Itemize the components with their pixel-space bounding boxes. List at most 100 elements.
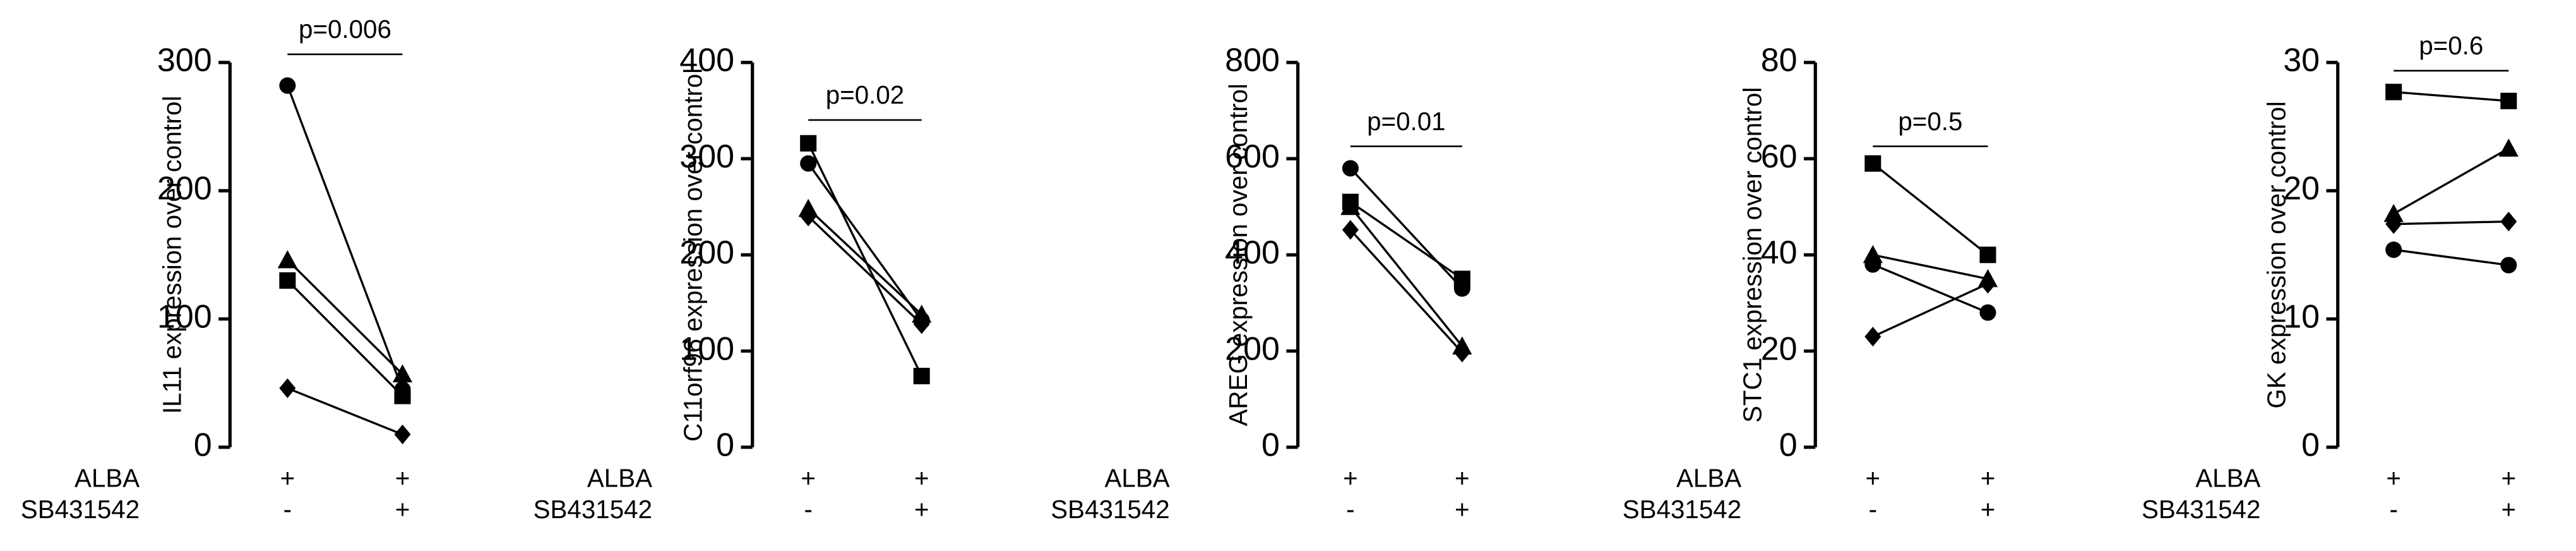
condition-sign: + (280, 463, 295, 492)
marker-triangle (1340, 197, 1361, 215)
marker-square (1864, 155, 1881, 172)
condition-sign: + (1343, 463, 1358, 492)
condition-sign: - (1869, 495, 1877, 524)
y-tick-label: 400 (1225, 234, 1280, 271)
marker-circle (2500, 257, 2517, 274)
annotation: p=0.006 (299, 15, 391, 44)
marker-circle (279, 77, 296, 94)
y-axis-label: STC1 expression over control (1738, 87, 1767, 423)
y-axis-label: C11orf96 expression over control (678, 68, 707, 442)
condition-name: SB431542 (1051, 495, 1169, 524)
paired-line (1349, 229, 1464, 353)
marker-diamond (1864, 327, 1881, 347)
paired-line (807, 143, 923, 377)
condition-sign: + (1455, 495, 1470, 524)
paired-line (1872, 162, 1989, 256)
marker-square (2500, 92, 2517, 109)
paired-line (1349, 167, 1464, 289)
condition-sign: - (2389, 495, 2397, 524)
y-tick-label: 10 (2283, 299, 2320, 336)
condition-name: SB431542 (21, 495, 140, 524)
marker-circle (2385, 241, 2402, 258)
condition-name: ALBA (1676, 463, 1741, 492)
y-tick-label: 100 (679, 330, 734, 367)
y-tick-label: 200 (679, 234, 734, 271)
condition-name: ALBA (1105, 463, 1170, 492)
y-tick-label: 60 (1761, 138, 1798, 175)
condition-sign: + (1866, 463, 1881, 492)
marker-diamond (2385, 214, 2402, 234)
paired-line (1872, 282, 1989, 338)
marker-triangle (2498, 138, 2519, 157)
y-axis-label: IL11 expression over control (157, 96, 186, 415)
condition-name: ALBA (75, 463, 140, 492)
y-tick-label: 300 (679, 138, 734, 175)
annotation: p=0.02 (826, 80, 904, 109)
paired-line (1872, 263, 1989, 314)
marker-circle (1979, 304, 1996, 321)
marker-square (1979, 246, 1996, 263)
annotation: p=0.6 (2419, 31, 2483, 60)
y-axis-label: AREG expression over control (1224, 83, 1253, 426)
paired-line (287, 387, 403, 436)
paired-line (1349, 206, 1464, 348)
paired-line (1872, 253, 1988, 281)
marker-square (394, 387, 411, 404)
paired-line (807, 162, 923, 321)
marker-diamond (1979, 274, 1996, 294)
paired-line (2393, 248, 2509, 267)
marker-circle (1864, 256, 1881, 273)
paired-line (808, 208, 922, 315)
annotation: p=0.5 (1898, 107, 1962, 136)
y-tick-label: 800 (1225, 42, 1280, 79)
condition-sign: + (1981, 463, 1996, 492)
paired-line (287, 259, 403, 375)
marker-square (2385, 83, 2402, 100)
paired-line (287, 279, 403, 397)
condition-name: SB431542 (534, 495, 652, 524)
y-tick-label: 300 (157, 42, 212, 79)
condition-name: SB431542 (2142, 495, 2260, 524)
marker-triangle (277, 250, 297, 269)
marker-diamond (800, 206, 817, 227)
y-tick-label: 200 (157, 171, 212, 207)
paired-line (808, 215, 922, 325)
marker-diamond (1342, 220, 1359, 240)
marker-diamond (394, 424, 411, 445)
condition-sign: + (1455, 463, 1470, 492)
y-tick-label: 20 (2283, 171, 2320, 207)
annotation: p=0.01 (1367, 107, 1445, 136)
marker-diamond (2500, 211, 2517, 232)
y-tick-label: 200 (1225, 330, 1280, 367)
condition-name: ALBA (587, 463, 652, 492)
y-tick-label: 0 (194, 427, 212, 464)
condition-sign: + (914, 495, 929, 524)
marker-circle (800, 155, 817, 172)
condition-sign: + (801, 463, 816, 492)
y-tick-label: 0 (1261, 427, 1280, 464)
condition-sign: + (1981, 495, 1996, 524)
marker-circle (1342, 160, 1359, 177)
paired-line (286, 85, 404, 391)
condition-sign: + (2501, 463, 2517, 492)
condition-sign: + (395, 495, 410, 524)
paired-line (1349, 201, 1463, 280)
condition-name: SB431542 (1623, 495, 1741, 524)
condition-sign: - (804, 495, 812, 524)
y-tick-label: 0 (2301, 427, 2320, 464)
y-tick-label: 40 (1761, 234, 1798, 271)
marker-square (913, 368, 930, 385)
condition-name: ALBA (2195, 463, 2260, 492)
condition-sign: - (283, 495, 292, 524)
marker-square (1453, 270, 1470, 288)
paired-line (2393, 147, 2510, 215)
paired-line (2394, 90, 2509, 102)
marker-triangle (2383, 203, 2404, 222)
y-axis-label: GK expression over control (2262, 101, 2291, 408)
y-tick-label: 600 (1225, 138, 1280, 175)
y-tick-label: 30 (2283, 42, 2320, 79)
condition-sign: - (1346, 495, 1354, 524)
paired-line (2394, 220, 2509, 226)
y-tick-label: 80 (1761, 42, 1798, 79)
